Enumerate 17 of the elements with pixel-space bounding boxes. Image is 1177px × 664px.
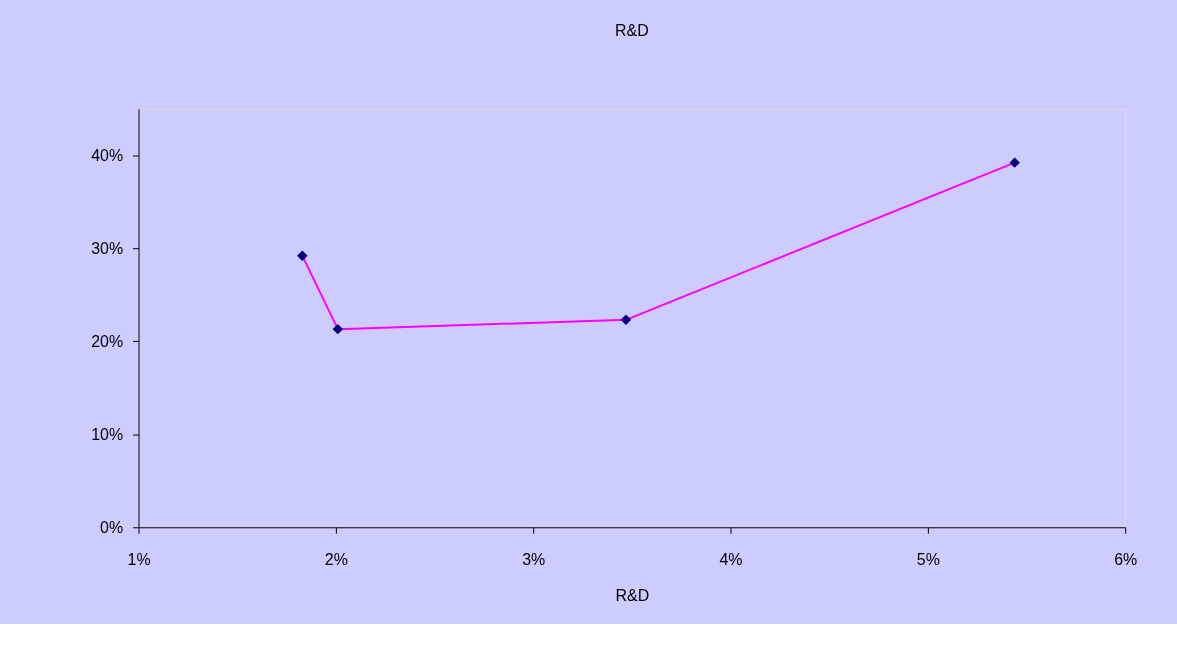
point [1009, 157, 1020, 168]
point [620, 314, 632, 326]
y-tick-label: 40% [91, 146, 124, 164]
x-tick-label: 2% [324, 550, 348, 568]
y-tick-label: 20% [91, 332, 124, 350]
y-tick-label: 30% [91, 239, 124, 257]
chart-title: R&D [615, 21, 649, 39]
y-tick-label: 0% [100, 518, 124, 536]
x-tick-label: 4% [719, 550, 743, 568]
point [332, 323, 344, 335]
point [297, 250, 308, 261]
x-axis-title: R&D [615, 586, 650, 604]
y-tick-label: 10% [91, 425, 124, 443]
x-tick-label: 6% [1114, 550, 1138, 568]
x-tick-label: 1% [127, 550, 151, 568]
x-tick-label: 3% [522, 550, 546, 568]
x-tick-label: 5% [916, 550, 940, 568]
